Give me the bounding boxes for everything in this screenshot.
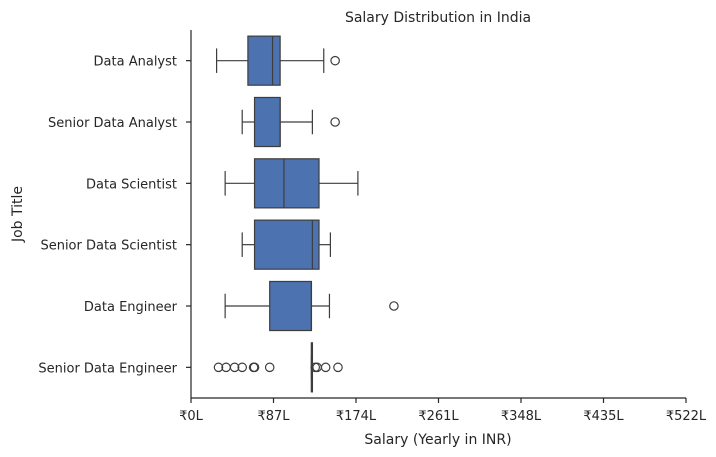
outlier-point — [229, 362, 240, 373]
box-iqr — [269, 280, 313, 332]
x-tick-label: ₹0L — [179, 409, 204, 424]
box-group — [224, 158, 359, 209]
y-tick-label: Senior Data Analyst — [48, 116, 177, 131]
box-iqr — [253, 158, 320, 209]
outlier-point — [264, 362, 275, 373]
y-tick-label: Senior Data Engineer — [38, 361, 177, 376]
box-group — [213, 342, 343, 393]
x-tick-label: ₹522L — [666, 409, 707, 424]
outlier-point — [333, 362, 343, 373]
x-tick-label: ₹435L — [583, 409, 624, 424]
box-group — [216, 35, 340, 86]
x-tick-label: ₹87L — [257, 409, 290, 424]
x-tick-label: ₹348L — [501, 409, 542, 424]
outlier-point — [320, 362, 331, 373]
x-tick-label: ₹174L — [336, 409, 377, 424]
box-iqr — [247, 35, 281, 86]
outlier-point — [213, 362, 224, 373]
y-tick-label: Data Scientist — [86, 177, 177, 192]
plot-area — [213, 35, 399, 393]
outlier-point — [237, 362, 248, 373]
y-axis-ticks: Data Analyst Senior Data Analyst Data Scie… — [38, 55, 191, 376]
chart-title: Salary Distribution in India — [345, 10, 531, 26]
box-group — [241, 219, 331, 270]
outlier-point — [330, 117, 340, 127]
outlier-point — [389, 301, 399, 311]
y-tick-label: Data Analyst — [94, 55, 177, 70]
outlier-point — [330, 55, 340, 66]
box-group — [241, 96, 340, 148]
y-axis-label: Job Title — [10, 186, 26, 243]
box-iqr — [253, 96, 281, 148]
box-iqr — [253, 219, 320, 270]
x-axis-label: Salary (Yearly in INR) — [364, 432, 511, 448]
x-tick-label: ₹261L — [418, 409, 459, 424]
y-tick-label: Senior Data Scientist — [40, 239, 177, 254]
outlier-point — [312, 362, 322, 373]
x-axis-ticks: ₹0L ₹87L ₹174L ₹261L ₹348L ₹435L ₹522L — [179, 398, 707, 424]
y-tick-label: Data Engineer — [84, 300, 178, 315]
box-group — [224, 280, 399, 332]
outlier-point — [249, 362, 260, 373]
